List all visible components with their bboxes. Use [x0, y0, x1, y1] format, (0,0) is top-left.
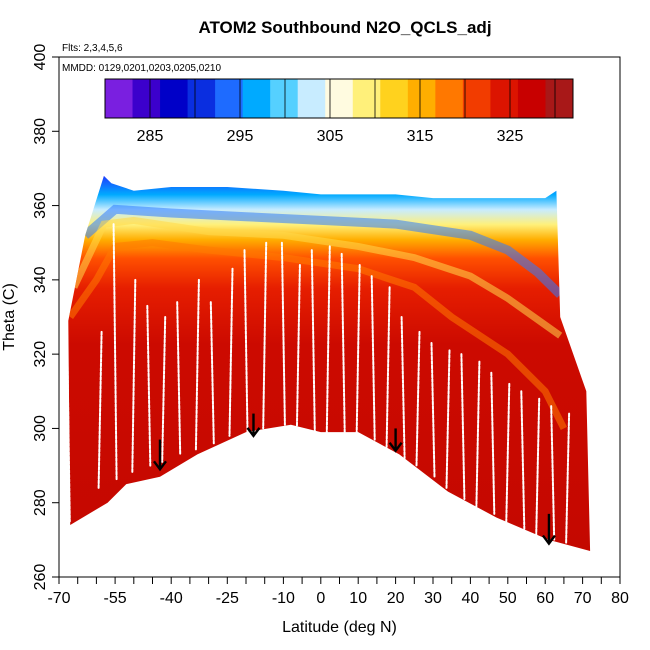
flight-profile	[505, 382, 511, 523]
flight-profile	[146, 304, 152, 467]
colorbar-swatch	[490, 79, 519, 118]
flight-profile	[550, 405, 556, 541]
colorbar-tick-label: 285	[137, 128, 164, 145]
x-axis-title: Latitude (deg N)	[282, 619, 397, 636]
colorbar-swatch	[215, 79, 244, 118]
flight-profile	[385, 286, 391, 448]
flight-profile	[430, 342, 436, 478]
colorbar-swatch	[270, 79, 299, 118]
flight-profile	[243, 249, 249, 434]
chart-title: ATOM2 Southbound N2O_QCLS_adj	[198, 18, 491, 37]
x-tick-label: 80	[611, 590, 629, 607]
n2o-curtain	[68, 175, 591, 551]
flight-profile	[209, 301, 215, 445]
flight-profile	[535, 397, 541, 538]
colorbar-tick-label: 315	[407, 128, 434, 145]
contour-band-low	[68, 239, 568, 430]
x-tick-label: 10	[349, 590, 367, 607]
colorbar-swatch	[242, 79, 271, 118]
colorbar-swatch	[187, 79, 216, 118]
flight-profile	[112, 223, 118, 482]
flight-profile	[445, 349, 451, 489]
colorbar-swatch	[325, 79, 354, 118]
x-tick-label: -55	[104, 590, 127, 607]
flight-profile	[97, 330, 103, 489]
flight-profile	[295, 264, 301, 430]
flight-profile	[475, 360, 481, 508]
flight-profile	[490, 371, 496, 515]
dates-subtitle: MMDD: 0129,0201,0203,0205,0210	[62, 63, 221, 74]
y-tick-label: 400	[32, 44, 49, 71]
colorbar-swatch	[517, 79, 546, 118]
flight-profile	[400, 316, 406, 460]
flight-profile	[520, 390, 526, 530]
arrow-head	[541, 534, 556, 546]
colorbar-swatch	[545, 79, 574, 118]
x-tick-label: -25	[216, 590, 239, 607]
x-tick-label: -40	[160, 590, 183, 607]
arrow-head	[153, 460, 167, 472]
x-tick-label: -10	[272, 590, 295, 607]
colorbar-tick-label: 305	[317, 128, 344, 145]
flight-profile	[194, 278, 200, 452]
y-tick-label: 280	[32, 489, 49, 516]
contour-band-high	[82, 204, 564, 298]
x-tick-label: 30	[424, 590, 442, 607]
colorbar-tick-label: 295	[227, 128, 254, 145]
x-tick-label: 0	[316, 590, 325, 607]
flight-profile	[325, 245, 331, 434]
arrow-head	[388, 441, 403, 453]
x-tick-label: 20	[387, 590, 405, 607]
flight-profile	[262, 241, 268, 430]
colorbar-swatch	[105, 79, 134, 118]
flight-profile	[370, 275, 376, 441]
y-tick-label: 300	[32, 415, 49, 442]
y-tick-label: 260	[32, 564, 49, 591]
colorbar-swatch	[297, 79, 326, 118]
colorbar-swatch	[407, 79, 436, 118]
flight-profile	[355, 264, 361, 434]
flight-profile	[415, 330, 421, 467]
flight-profile	[161, 316, 167, 463]
flight-profile	[280, 241, 286, 426]
y-tick-label: 340	[32, 266, 49, 293]
y-tick-label: 380	[32, 118, 49, 145]
y-tick-label: 360	[32, 192, 49, 219]
x-tick-label: 60	[536, 590, 554, 607]
arrow-head	[246, 427, 261, 438]
flight-profile	[340, 252, 346, 434]
colorbar-swatch	[462, 79, 491, 118]
flight-profile	[310, 249, 316, 434]
contour-band-mid	[70, 216, 563, 339]
flights-subtitle: Flts: 2,3,4,5,6	[62, 43, 123, 54]
x-tick-label: 50	[499, 590, 517, 607]
colorbar-swatch	[160, 79, 189, 118]
y-axis-title: Theta (C)	[1, 283, 18, 351]
x-tick-label: 70	[574, 590, 592, 607]
flight-profile	[65, 316, 71, 523]
colorbar-swatch	[435, 79, 464, 118]
colorbar-swatch	[132, 79, 161, 118]
flight-profile	[565, 412, 571, 545]
colorbar-tick-label: 325	[497, 128, 524, 145]
flight-profile	[131, 278, 137, 474]
flight-profile	[228, 267, 234, 437]
colorbar-swatch	[380, 79, 409, 118]
colorbar-swatch	[352, 79, 381, 118]
flight-profile	[176, 301, 182, 456]
y-tick-label: 320	[32, 341, 49, 368]
flight-profile	[460, 353, 466, 500]
x-tick-label: 40	[462, 590, 480, 607]
x-tick-label: -70	[47, 590, 70, 607]
